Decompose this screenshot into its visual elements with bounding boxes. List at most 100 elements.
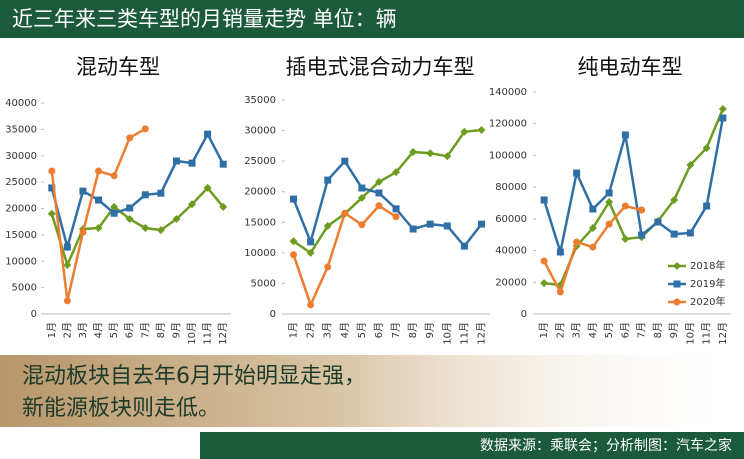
banner-line: 混动板块自去年6月开始明显走强， [22, 364, 366, 389]
marker [392, 213, 400, 221]
marker [392, 205, 400, 213]
marker [47, 209, 56, 218]
marker [718, 104, 727, 113]
marker [157, 189, 165, 197]
legend-label: 2018年 [690, 259, 725, 272]
x-tick-label: 7月 [390, 322, 402, 338]
x-tick-label: 8月 [155, 322, 167, 338]
x-tick-label: 1月 [288, 322, 300, 338]
marker [375, 189, 383, 197]
marker [589, 205, 597, 213]
marker [188, 200, 197, 209]
marker [621, 202, 629, 210]
x-tick-label: 6月 [619, 322, 631, 338]
x-tick-label: 4月 [587, 322, 599, 338]
marker [673, 262, 681, 270]
marker [172, 215, 181, 224]
marker [63, 260, 72, 269]
marker [589, 243, 597, 251]
x-tick-label: 2月 [61, 322, 73, 338]
marker [141, 125, 149, 133]
x-tick-label: 6月 [124, 322, 136, 338]
marker [703, 202, 711, 210]
y-tick-label: 15000 [244, 217, 276, 228]
marker [556, 248, 564, 256]
marker [426, 220, 434, 228]
legend-label: 2020年 [690, 295, 725, 308]
x-tick-label: 10月 [186, 322, 198, 345]
y-tick-label: 10000 [5, 256, 37, 267]
marker [324, 176, 332, 184]
marker [374, 177, 383, 186]
x-tick-label: 9月 [170, 322, 182, 338]
y-tick-label: 140000 [489, 87, 527, 98]
x-tick-label: 9月 [668, 322, 680, 338]
y-tick-label: 0 [270, 309, 276, 320]
marker [110, 209, 118, 217]
marker [654, 218, 662, 226]
y-tick-label: 80000 [495, 182, 527, 193]
marker [621, 131, 629, 139]
marker [110, 172, 118, 180]
marker [540, 279, 549, 288]
marker [443, 152, 452, 161]
legend-label: 2019年 [690, 277, 725, 290]
marker [588, 224, 597, 233]
marker [324, 263, 332, 271]
x-tick-label: 8月 [652, 322, 664, 338]
marker [686, 229, 694, 237]
y-tick-label: 0 [31, 309, 37, 320]
marker [460, 242, 468, 250]
marker [307, 238, 315, 246]
y-tick-label: 5000 [12, 283, 37, 294]
marker [477, 220, 485, 228]
x-tick-label: 4月 [339, 322, 351, 338]
marker [605, 220, 613, 228]
marker [605, 189, 613, 197]
header-title: 近三年来三类车型的月销量走势 单位：辆 [12, 7, 397, 31]
x-tick-label: 7月 [139, 322, 151, 338]
y-tick-label: 30000 [244, 126, 276, 137]
marker [358, 184, 366, 192]
x-tick-label: 11月 [202, 322, 214, 345]
x-tick-label: 1月 [538, 322, 550, 338]
x-tick-label: 4月 [93, 322, 105, 338]
marker [573, 169, 581, 177]
marker [306, 248, 315, 257]
marker [357, 193, 366, 202]
chart-title: 插电式混合动力车型 [286, 55, 475, 79]
series-line [50, 186, 225, 269]
marker [290, 251, 298, 259]
marker [79, 228, 87, 236]
series-line [542, 117, 725, 257]
x-tick-label: 12月 [717, 322, 729, 345]
chart-title: 混动车型 [76, 55, 160, 79]
y-tick-label: 120000 [489, 119, 527, 130]
marker [358, 221, 366, 229]
marker [670, 230, 678, 238]
x-tick-label: 5月 [356, 322, 368, 338]
y-tick-label: 20000 [244, 187, 276, 198]
x-tick-label: 7月 [636, 322, 648, 338]
marker [172, 157, 180, 165]
marker [686, 160, 695, 169]
marker [94, 224, 103, 233]
x-tick-label: 1月 [46, 322, 58, 338]
y-tick-label: 35000 [5, 124, 37, 135]
x-tick-label: 3月 [322, 322, 334, 338]
x-tick-label: 10月 [441, 322, 453, 345]
y-tick-label: 15000 [5, 230, 37, 241]
marker [605, 198, 614, 207]
x-tick-label: 11月 [458, 322, 470, 345]
marker [556, 288, 564, 296]
marker [392, 168, 401, 177]
x-tick-label: 9月 [424, 322, 436, 338]
marker [204, 130, 212, 138]
x-tick-label: 5月 [108, 322, 120, 338]
marker [219, 160, 227, 168]
header-bar [0, 0, 744, 38]
x-tick-label: 5月 [603, 322, 615, 338]
x-tick-label: 3月 [571, 322, 583, 338]
marker [341, 209, 349, 217]
